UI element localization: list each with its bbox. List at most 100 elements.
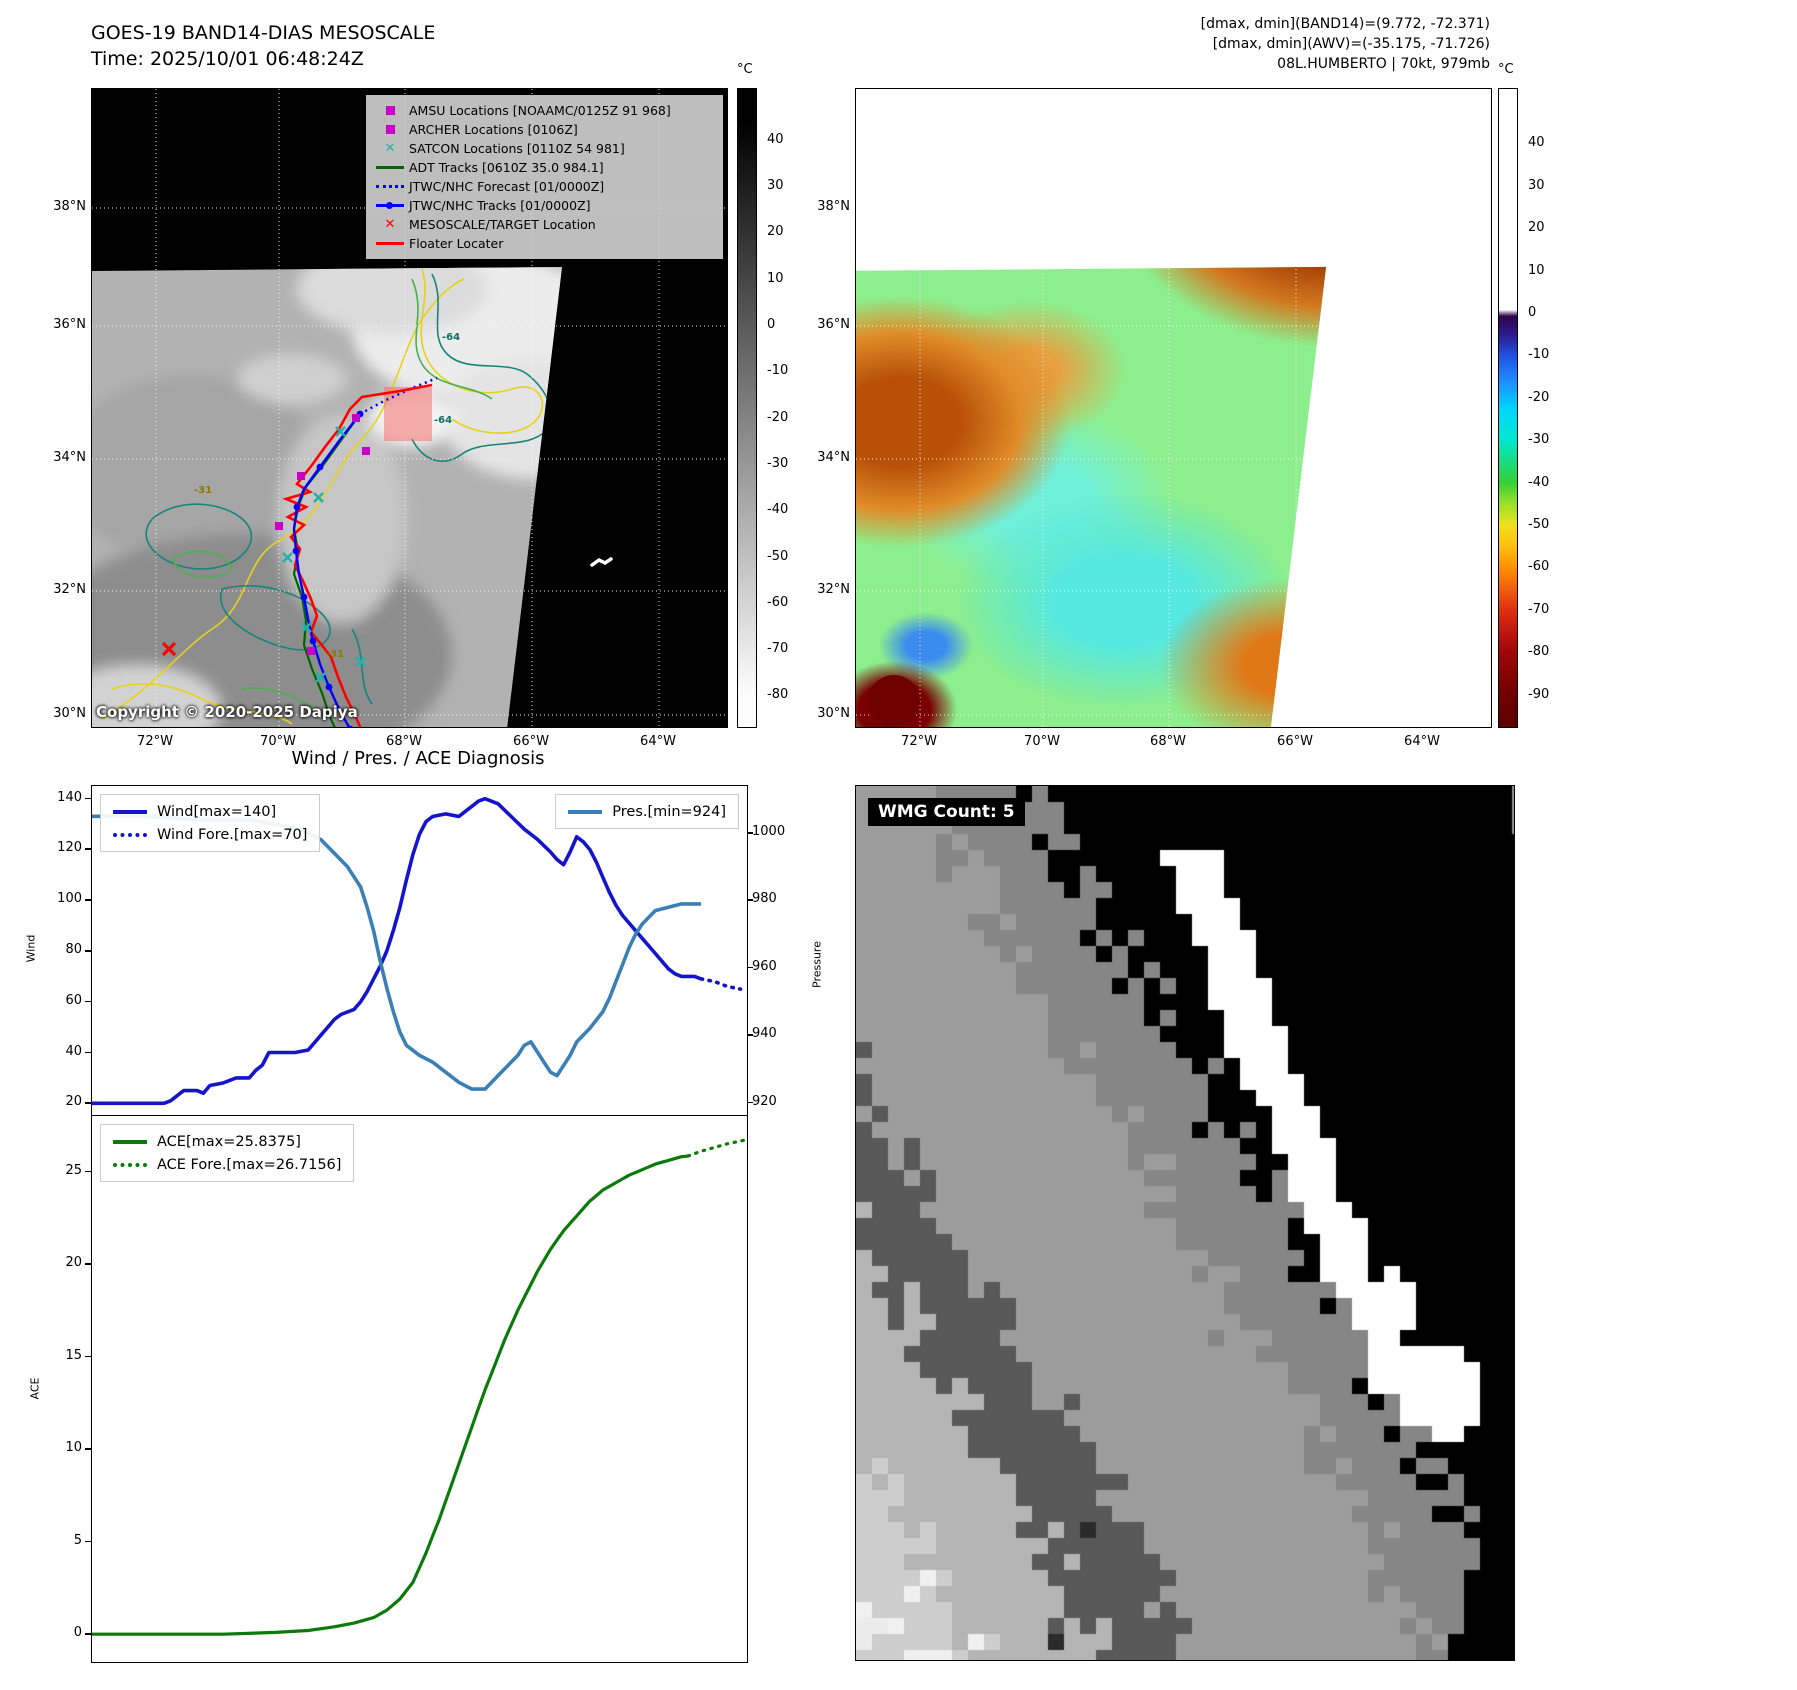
band14-title: GOES-19 BAND14-DIAS MESOSCALE (91, 22, 436, 44)
awv-grid-graphics (856, 89, 1491, 727)
lat-tick-label: 30°N (53, 706, 86, 721)
tick-mark (85, 950, 91, 952)
tick-mark (85, 1355, 91, 1358)
legend-row: Floater Locater (371, 234, 718, 253)
colorbar-tick-label: -30 (767, 455, 789, 471)
wind-forecast-legend-label: Wind Fore.[max=70] (157, 826, 308, 843)
amsu-archer-markers (275, 414, 370, 655)
colorbar-tick-label: -70 (767, 641, 789, 657)
colorbar-tick-label: -50 (767, 548, 789, 564)
lat-tick-label: 32°N (817, 582, 850, 597)
lat-tick-label: 36°N (53, 317, 86, 332)
map-legend: AMSU Locations [NOAAMC/0125Z 91 968] ARCH… (366, 95, 723, 259)
dmax-dmin-band14: [dmax, dmin](BAND14)=(9.772, -72.371) (1200, 16, 1490, 32)
wind-axis-label: Wind (24, 934, 38, 963)
tick-mark (747, 1034, 753, 1036)
x-marker-icon: ✕ (384, 217, 396, 232)
colorbar-tick-label: 30 (767, 178, 784, 194)
colorbar-tick-label: -10 (1528, 347, 1550, 363)
square-marker-icon (385, 106, 395, 115)
pressure-axis-label: Pressure (810, 941, 824, 988)
line-marker-icon (376, 202, 404, 209)
colorbar-tick-label: 20 (767, 224, 784, 240)
colorbar-tick-label: 0 (1528, 305, 1537, 320)
legend-row: ARCHER Locations [0106Z] (371, 120, 718, 139)
lat-tick-label: 34°N (817, 450, 850, 465)
contour-green (411, 278, 493, 400)
legend-label: JTWC/NHC Forecast [01/0000Z] (409, 179, 605, 194)
tick-mark (747, 899, 753, 901)
ytick-label: 960 (752, 958, 777, 974)
wind-legend-label: Wind[max=140] (157, 803, 277, 820)
band14-map-graphics (92, 89, 727, 727)
ytick-label: 20 (65, 1094, 82, 1110)
lon-tick-label: 70°W (1024, 734, 1060, 749)
ace-forecast-line-icon (113, 1162, 147, 1167)
contour-label: -64 (434, 415, 453, 426)
band14-colorbar (737, 88, 757, 728)
ytick-label: 120 (57, 840, 82, 856)
colorbar-tick-label: -10 (767, 363, 789, 379)
wmg-count-badge: WMG Count: 5 (868, 798, 1025, 826)
series-line (92, 1154, 689, 1636)
tick-mark (85, 1102, 91, 1104)
pressure-legend: Pres.[min=924] (555, 794, 739, 829)
wind-pressure-plot (92, 796, 743, 1106)
colorbar-tick-label: -40 (1528, 474, 1550, 490)
colorbar-tick-label: -80 (767, 687, 789, 703)
storm-id-intensity: 08L.HUMBERTO | 70kt, 979mb (1277, 56, 1490, 72)
legend-label: SATCON Locations [0110Z 54 981] (409, 141, 625, 156)
legend-marker-line-dot (371, 202, 409, 209)
jtwc-track (292, 410, 364, 727)
colorbar-tick-label: -20 (767, 409, 789, 425)
tick-mark (85, 1051, 91, 1054)
dotted-line-marker-icon (376, 185, 404, 188)
ace-plot (92, 1138, 749, 1636)
wind-pressure-chart: Wind[max=140] Wind Fore.[max=70] Pres.[m… (91, 785, 748, 1117)
cold-core-blob (868, 675, 920, 727)
colorbar-tick-label: 0 (767, 317, 776, 332)
lat-tick-label: 38°N (817, 199, 850, 214)
ytick-label: 980 (752, 891, 777, 907)
line-marker-icon (376, 242, 404, 245)
lon-tick-label: 64°W (640, 734, 676, 749)
mesoscale-target-marker (161, 641, 177, 657)
square-marker-icon (385, 125, 395, 134)
colorbar-tick-label: 10 (767, 270, 784, 286)
lon-tick-label: 66°W (1277, 734, 1313, 749)
awv-colorbar-ticks: 40 30 20 10 0 -10 -20 -30 -40 -50 -60 -70 -80 -90 (1522, 88, 1566, 728)
ytick-label: 80 (65, 942, 82, 957)
legend-row: ✕ SATCON Locations [0110Z 54 981] (371, 139, 718, 158)
legend-marker-square (371, 106, 409, 115)
ytick-label: 20 (65, 1255, 82, 1271)
lat-tick-label: 34°N (53, 450, 86, 465)
colorbar-tick-label: -60 (767, 594, 789, 610)
tick-mark (85, 1000, 91, 1003)
ace-axis-label: ACE (28, 1377, 42, 1400)
lon-tick-label: 66°W (513, 734, 549, 749)
wmg-panel: WMG Count: 5 (855, 785, 1515, 1661)
series-line (686, 1138, 749, 1158)
ytick-label: 940 (752, 1026, 777, 1042)
legend-marker-dotted-line (371, 185, 409, 188)
ytick-label: 15 (65, 1347, 82, 1363)
colorbar-tick-label: 20 (1528, 220, 1545, 236)
awv-temperature-field (856, 266, 1327, 727)
ace-legend-label: ACE[max=25.8375] (157, 1133, 301, 1150)
series-line (92, 814, 702, 1091)
tick-mark (85, 1448, 91, 1450)
band14-colorbar-unit: °C (737, 62, 753, 77)
lon-tick-label: 70°W (260, 734, 296, 749)
legend-marker-square (371, 125, 409, 134)
legend-label: JTWC/NHC Tracks [01/0000Z] (409, 198, 591, 213)
jtwc-forecast-track (359, 376, 438, 416)
tick-mark (85, 1263, 91, 1265)
colorbar-tick-label: 10 (1528, 262, 1545, 278)
colorbar-tick-label: 40 (767, 131, 784, 147)
ace-line-icon (113, 1139, 147, 1144)
lat-tick-label: 32°N (53, 582, 86, 597)
awv-header-block: [dmax, dmin](BAND14)=(9.772, -72.371) [d… (900, 14, 1490, 74)
awv-colorbar-unit: °C (1498, 62, 1514, 77)
ytick-label: 40 (65, 1043, 82, 1059)
